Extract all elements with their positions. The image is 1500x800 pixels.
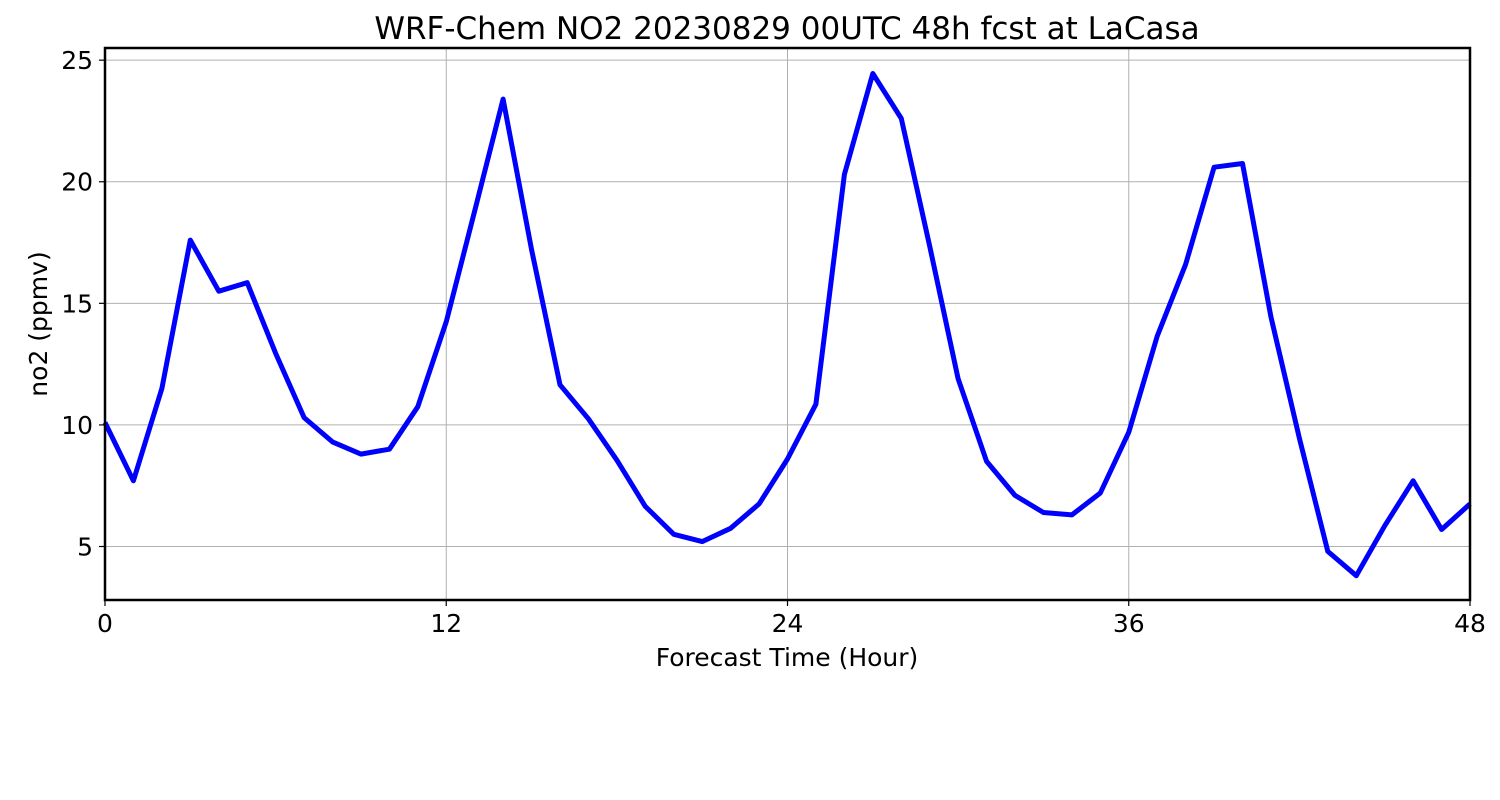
- series-line: [102, 71, 1472, 579]
- series-layer: [102, 71, 1472, 579]
- x-axis-ticks: 0 12 24 36 48: [97, 600, 1486, 638]
- grid: [104, 48, 1471, 600]
- y-tick-label: 5: [77, 533, 93, 562]
- y-tick-label: 25: [61, 46, 93, 75]
- x-tick-label: 12: [430, 609, 462, 638]
- x-tick-label: 48: [1454, 609, 1486, 638]
- y-tick-label: 20: [61, 168, 93, 197]
- chart-title: WRF-Chem NO2 20230829 00UTC 48h fcst at …: [374, 11, 1199, 47]
- x-tick-label: 36: [1113, 609, 1145, 638]
- y-axis-ticks: 5 10 15 20 25: [61, 46, 105, 562]
- x-axis-label: Forecast Time (Hour): [656, 643, 919, 672]
- y-tick-label: 15: [61, 289, 93, 318]
- x-tick-label: 24: [772, 609, 804, 638]
- x-tick-label: 0: [97, 609, 113, 638]
- y-tick-label: 10: [61, 411, 93, 440]
- y-axis-label: no2 (ppmv): [24, 251, 53, 396]
